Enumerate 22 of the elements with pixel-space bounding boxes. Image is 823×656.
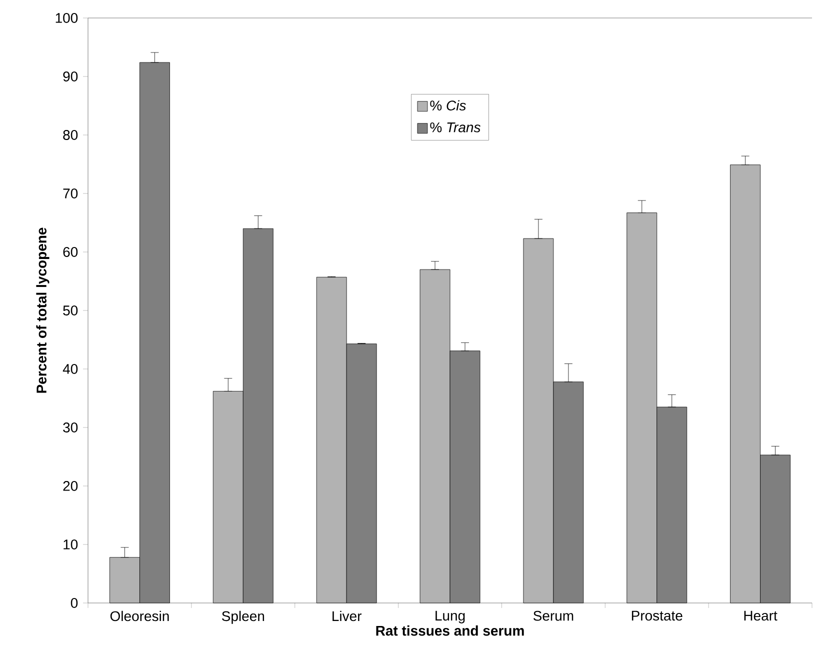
y-tick-label: 100: [56, 13, 78, 23]
y-tick-label: 40: [62, 364, 78, 374]
y-tick-label: 20: [63, 481, 78, 491]
x-tick-label: Prostate: [632, 610, 682, 621]
x-axis-title: Rat tissues and serum: [376, 625, 524, 636]
y-tick-label: 30: [63, 422, 78, 432]
y-tick-label: 0: [70, 598, 78, 608]
legend-label: % Trans: [430, 122, 480, 132]
y-tick-label: 90: [63, 72, 78, 82]
x-tick-label: Spleen: [222, 610, 264, 624]
y-tick-label: 60: [63, 247, 78, 257]
y-tick-label: 70: [63, 188, 78, 198]
y-tick-label: 10: [64, 540, 78, 550]
y-tick-label: 50: [63, 306, 78, 316]
legend-label: % Cis: [430, 100, 466, 111]
x-tick-label: Lung: [436, 610, 465, 624]
y-axis-title: Percent of total lycopene: [36, 228, 50, 393]
x-tick-label: Liver: [332, 610, 362, 622]
x-tick-label: Oleoresin: [110, 610, 169, 622]
x-tick-label: Heart: [744, 610, 778, 621]
x-tick-label: Serum: [533, 610, 574, 621]
y-tick-label: 80: [63, 130, 78, 140]
